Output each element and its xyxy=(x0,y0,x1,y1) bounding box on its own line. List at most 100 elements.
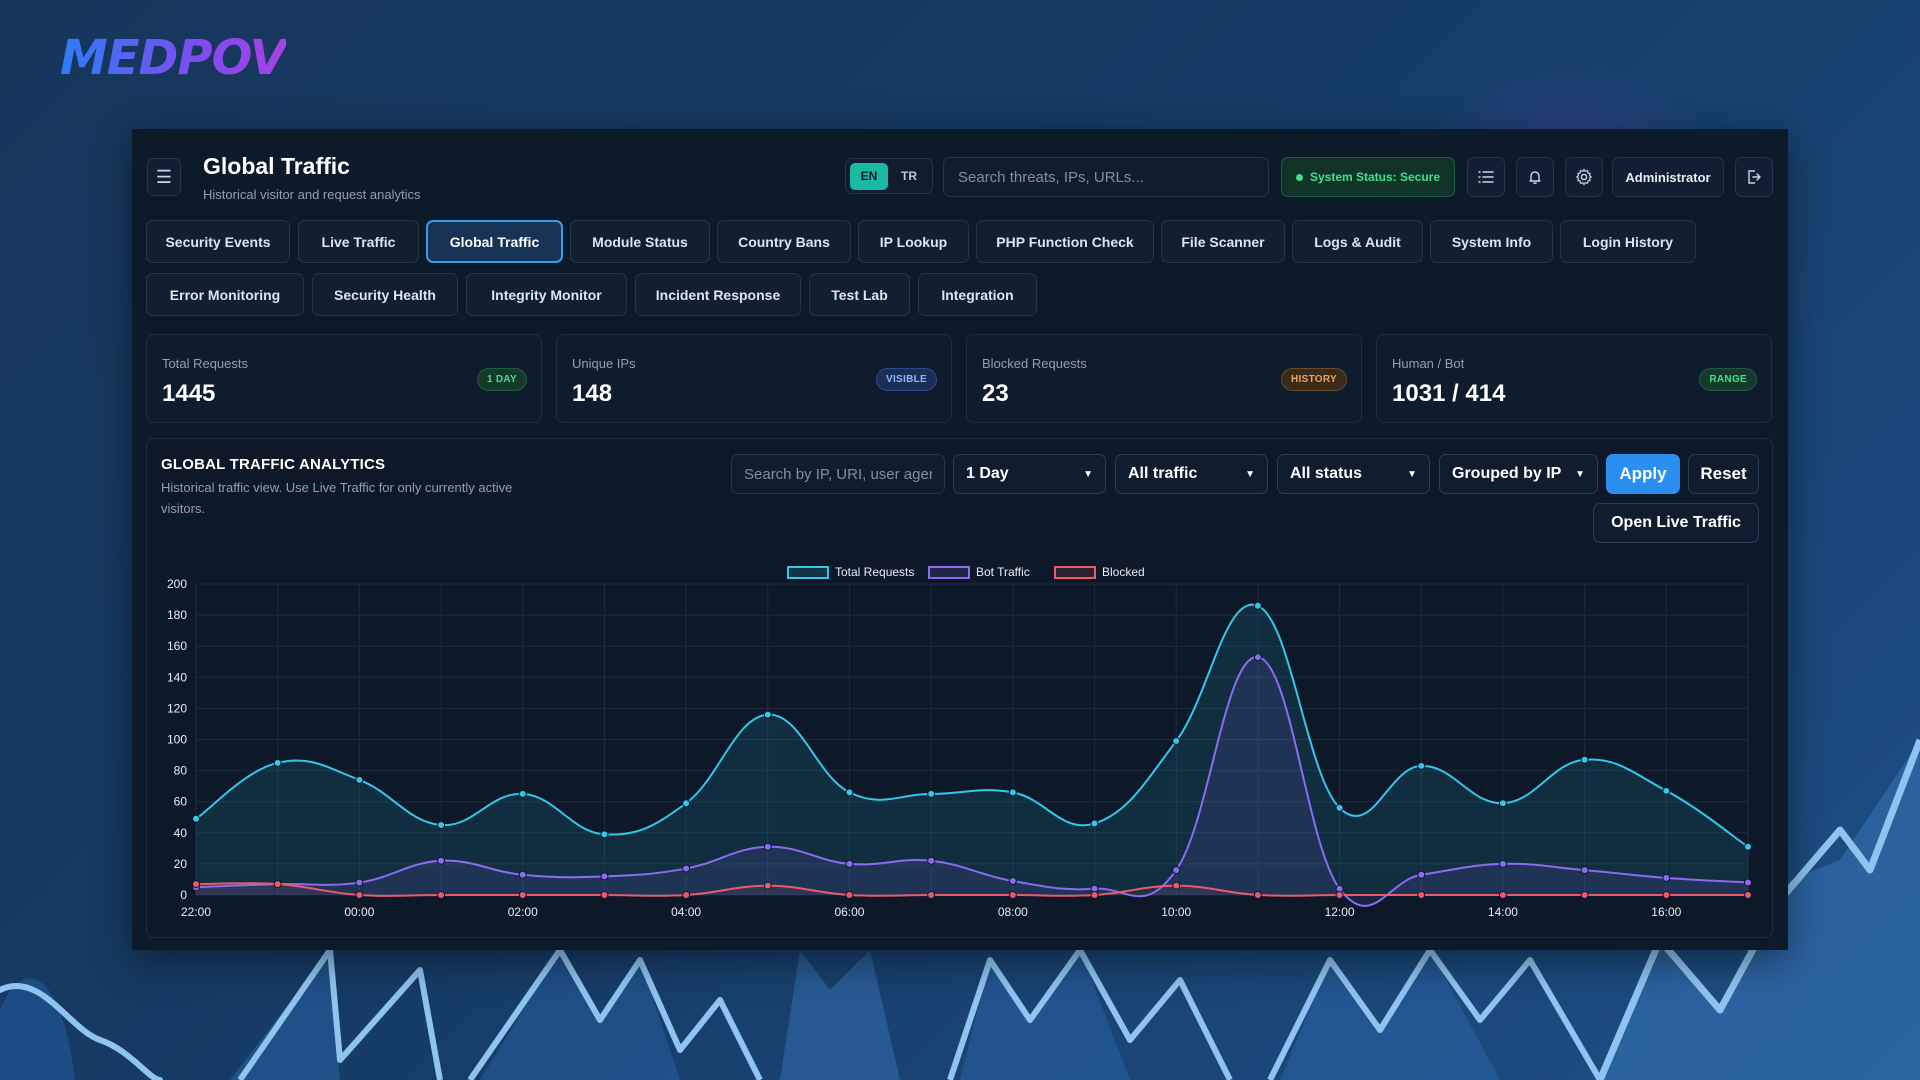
legend-total-requests[interactable]: Total Requests xyxy=(787,565,914,579)
stat-badge: HISTORY xyxy=(1281,368,1347,391)
tab-security-events[interactable]: Security Events xyxy=(146,220,290,263)
legend-swatch xyxy=(928,565,970,579)
tab-ip-lookup[interactable]: IP Lookup xyxy=(858,220,969,263)
traffic-type-select[interactable]: All traffic ▼ xyxy=(1115,454,1268,494)
tab-test-lab[interactable]: Test Lab xyxy=(809,273,910,316)
reset-button[interactable]: Reset xyxy=(1688,454,1759,494)
data-point-blocked xyxy=(192,880,200,889)
data-point-blocked xyxy=(682,891,691,899)
data-point-blocked xyxy=(1008,891,1017,899)
data-point-blocked xyxy=(1417,891,1426,899)
legend-bot-traffic[interactable]: Bot Traffic xyxy=(928,565,1030,579)
stat-value: 1445 xyxy=(162,380,216,407)
settings-button[interactable] xyxy=(1565,157,1603,197)
data-point-total-requests xyxy=(600,830,609,839)
data-point-bot-traffic xyxy=(355,878,364,887)
stat-value: 23 xyxy=(982,380,1009,407)
x-tick-label: 12:00 xyxy=(1325,905,1355,919)
tab-live-traffic[interactable]: Live Traffic xyxy=(298,220,419,263)
menu-icon: ☰ xyxy=(155,166,173,187)
data-point-blocked xyxy=(927,891,936,899)
tab-logs-audit[interactable]: Logs & Audit xyxy=(1292,220,1423,263)
tab-global-traffic[interactable]: Global Traffic xyxy=(426,220,563,263)
tab-file-scanner[interactable]: File Scanner xyxy=(1161,220,1285,263)
data-point-bot-traffic xyxy=(518,870,527,879)
y-tick-label: 140 xyxy=(167,670,187,684)
stat-card-unique-ips: Unique IPs 148 VISIBLE xyxy=(556,334,952,423)
logout-button[interactable] xyxy=(1735,157,1773,197)
legend-swatch xyxy=(1054,565,1096,579)
chevron-down-icon: ▼ xyxy=(1575,468,1585,480)
x-tick-label: 14:00 xyxy=(1488,905,1518,919)
data-point-blocked xyxy=(845,891,854,899)
x-tick-label: 10:00 xyxy=(1161,905,1191,919)
tab-security-health[interactable]: Security Health xyxy=(312,273,458,316)
data-point-total-requests xyxy=(1417,761,1426,770)
x-tick-label: 02:00 xyxy=(508,905,538,919)
traffic-type-value: All traffic xyxy=(1128,465,1198,482)
status-dot-icon xyxy=(1295,173,1303,181)
gear-icon xyxy=(1576,168,1592,186)
series-area-bot-traffic xyxy=(196,657,1748,906)
stat-card-total-requests: Total Requests 1445 1 DAY xyxy=(146,334,542,423)
y-tick-label: 0 xyxy=(180,888,187,902)
tab-module-status[interactable]: Module Status xyxy=(570,220,710,263)
y-tick-label: 200 xyxy=(167,577,187,591)
tab-integration[interactable]: Integration xyxy=(918,273,1037,316)
y-tick-label: 40 xyxy=(174,826,188,840)
data-point-bot-traffic xyxy=(927,856,936,865)
x-tick-label: 08:00 xyxy=(998,905,1028,919)
traffic-chart: 0 20 40 60 80 100 120 140 160 180 200 22:00 00:00 02:… xyxy=(167,577,1752,919)
tab-system-info[interactable]: System Info xyxy=(1430,220,1553,263)
stat-label: Total Requests xyxy=(162,356,248,371)
tab-error-monitoring[interactable]: Error Monitoring xyxy=(146,273,304,316)
data-point-total-requests xyxy=(1172,737,1181,746)
traffic-search-input[interactable] xyxy=(731,454,945,494)
open-live-traffic-button[interactable]: Open Live Traffic xyxy=(1593,503,1759,543)
series-line-blocked xyxy=(195,882,1748,897)
status-select-value: All status xyxy=(1290,465,1363,482)
data-point-total-requests xyxy=(437,821,446,830)
list-button[interactable] xyxy=(1467,157,1505,197)
lang-en-button[interactable]: EN xyxy=(850,162,888,190)
legend-label: Bot Traffic xyxy=(976,565,1030,579)
traffic-analytics-panel: 0 20 40 60 80 100 120 140 160 180 200 22:00 00:00 02:… xyxy=(146,438,1773,938)
notifications-button[interactable] xyxy=(1516,157,1554,197)
grouping-select[interactable]: Grouped by IP ▼ xyxy=(1439,454,1598,494)
data-point-total-requests xyxy=(763,710,772,719)
system-status-text: System Status: Secure xyxy=(1309,170,1441,184)
tab-login-history[interactable]: Login History xyxy=(1560,220,1696,263)
stat-card-human-bot: Human / Bot 1031 / 414 RANGE xyxy=(1376,334,1772,423)
data-point-total-requests xyxy=(1335,803,1344,812)
data-point-bot-traffic xyxy=(1498,859,1507,868)
menu-button[interactable]: ☰ xyxy=(147,158,181,196)
data-point-total-requests xyxy=(518,789,527,798)
stat-card-blocked-requests: Blocked Requests 23 HISTORY xyxy=(966,334,1362,423)
range-select[interactable]: 1 Day ▼ xyxy=(953,454,1106,494)
stat-label: Unique IPs xyxy=(572,356,636,371)
y-tick-label: 80 xyxy=(174,764,188,778)
tab-country-bans[interactable]: Country Bans xyxy=(717,220,851,263)
legend-blocked[interactable]: Blocked xyxy=(1054,565,1145,579)
data-point-bot-traffic xyxy=(1744,878,1752,887)
tab-integrity-monitor[interactable]: Integrity Monitor xyxy=(466,273,627,316)
data-point-blocked xyxy=(1090,891,1099,899)
y-tick-label: 120 xyxy=(167,701,187,715)
legend-label: Blocked xyxy=(1102,565,1145,579)
apply-button[interactable]: Apply xyxy=(1606,454,1680,494)
lang-tr-button[interactable]: TR xyxy=(901,169,917,183)
search-input[interactable] xyxy=(943,157,1269,197)
status-select[interactable]: All status ▼ xyxy=(1277,454,1430,494)
data-point-blocked xyxy=(273,880,282,889)
user-menu-button[interactable]: Administrator xyxy=(1612,157,1724,197)
data-point-bot-traffic xyxy=(682,864,691,873)
legend-swatch xyxy=(787,565,829,579)
y-tick-label: 20 xyxy=(174,857,188,871)
range-select-value: 1 Day xyxy=(966,465,1009,482)
tab-php-function-check[interactable]: PHP Function Check xyxy=(976,220,1154,263)
x-tick-label: 16:00 xyxy=(1651,905,1681,919)
tab-incident-response[interactable]: Incident Response xyxy=(635,273,801,316)
logout-icon xyxy=(1748,170,1761,184)
stat-value: 148 xyxy=(572,380,613,407)
data-point-total-requests xyxy=(1580,755,1589,764)
